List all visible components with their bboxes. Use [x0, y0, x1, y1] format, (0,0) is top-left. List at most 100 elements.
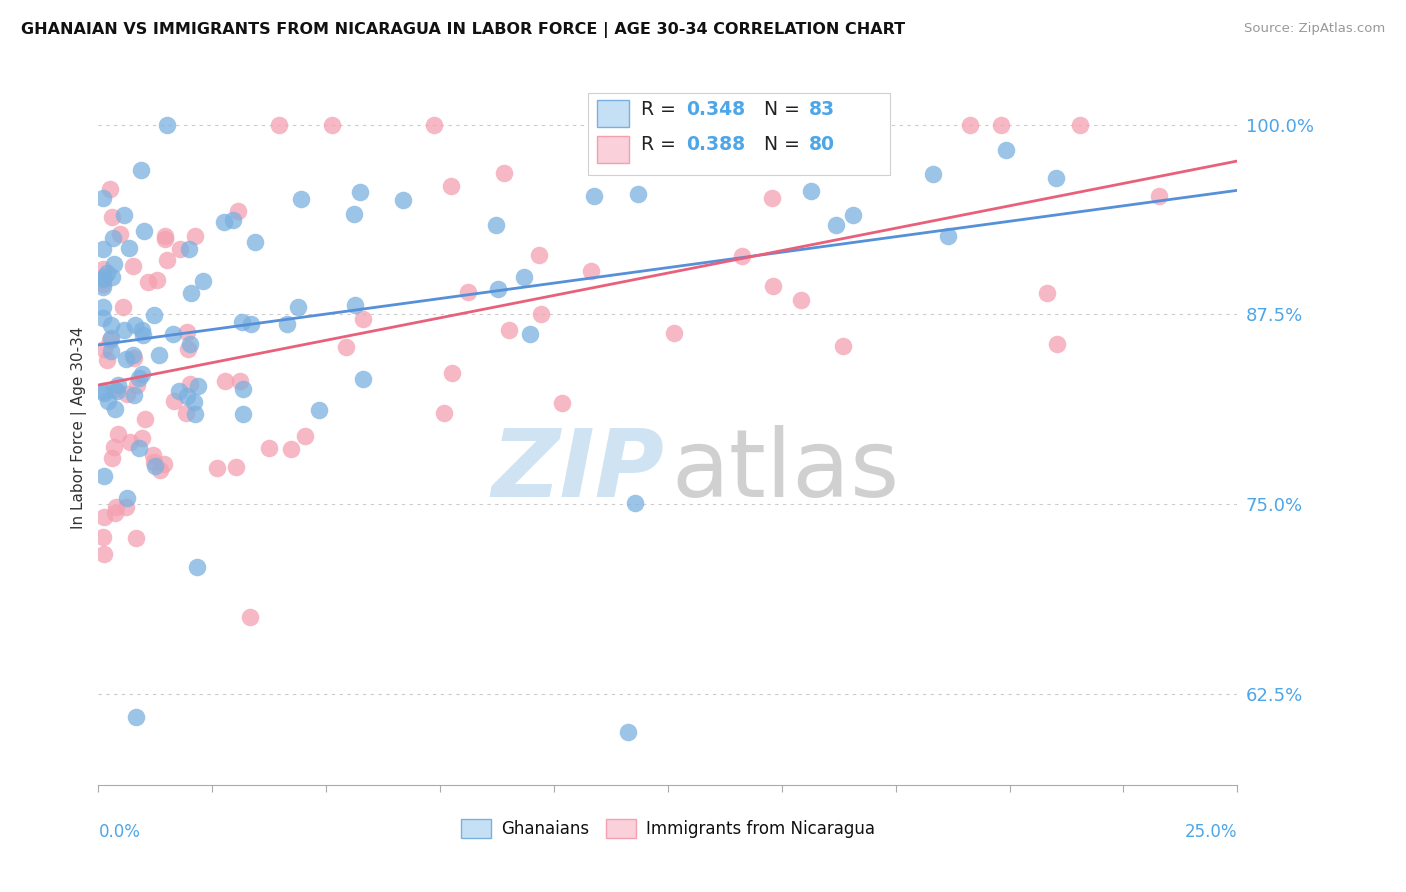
Point: [240, 317, 263, 331]
Point: [280, 442, 302, 456]
Point: [257, 441, 280, 455]
Point: [91, 262, 114, 277]
Point: [1069, 118, 1091, 132]
Point: [93, 269, 115, 284]
Text: 0.0%: 0.0%: [98, 823, 141, 841]
Point: [143, 459, 166, 474]
Point: [128, 441, 150, 455]
Point: [100, 331, 122, 345]
Point: [118, 241, 141, 255]
Point: [187, 379, 209, 393]
Point: [121, 259, 143, 273]
Point: [153, 228, 176, 243]
Point: [551, 395, 574, 409]
Point: [936, 228, 959, 243]
Point: [125, 378, 148, 392]
Point: [790, 293, 813, 308]
Point: [513, 270, 536, 285]
Point: [93, 509, 115, 524]
Point: [131, 368, 153, 382]
Point: [343, 207, 366, 221]
Point: [184, 228, 207, 243]
FancyBboxPatch shape: [598, 136, 628, 162]
Point: [105, 500, 128, 514]
Point: [96, 352, 118, 367]
Point: [183, 394, 205, 409]
Point: [156, 118, 179, 132]
Point: [142, 448, 165, 462]
Point: [91, 242, 114, 256]
Point: [226, 204, 249, 219]
Point: [994, 143, 1017, 157]
Point: [664, 326, 686, 340]
Point: [103, 382, 125, 396]
Text: atlas: atlas: [671, 425, 900, 517]
Point: [232, 407, 254, 421]
Point: [146, 272, 169, 286]
Point: [990, 118, 1012, 132]
Point: [440, 366, 463, 380]
Point: [344, 298, 367, 312]
Point: [143, 308, 166, 322]
Point: [231, 314, 253, 328]
Point: [308, 403, 330, 417]
Point: [183, 407, 205, 421]
Point: [101, 230, 124, 244]
Point: [180, 285, 202, 300]
Point: [107, 427, 129, 442]
Point: [222, 213, 245, 227]
Point: [97, 394, 120, 409]
Point: [205, 460, 228, 475]
Text: 0.348: 0.348: [686, 101, 745, 120]
Text: Source: ZipAtlas.com: Source: ZipAtlas.com: [1244, 22, 1385, 36]
Point: [617, 724, 640, 739]
Point: [392, 193, 415, 207]
Point: [122, 388, 145, 402]
Point: [104, 402, 127, 417]
FancyBboxPatch shape: [598, 100, 628, 127]
Text: R =: R =: [641, 135, 682, 153]
Point: [335, 340, 357, 354]
Point: [93, 468, 115, 483]
Point: [125, 531, 148, 545]
Point: [176, 326, 198, 340]
Point: [136, 275, 159, 289]
Point: [91, 300, 114, 314]
Point: [831, 338, 853, 352]
Point: [156, 252, 179, 267]
Point: [457, 285, 479, 300]
Point: [100, 318, 122, 333]
Point: [103, 506, 125, 520]
Point: [108, 227, 131, 242]
Point: [91, 192, 114, 206]
Point: [169, 243, 191, 257]
Point: [107, 377, 129, 392]
Point: [321, 118, 343, 132]
Point: [243, 235, 266, 250]
Point: [290, 192, 312, 206]
Point: [423, 118, 446, 132]
Point: [239, 610, 262, 624]
Point: [128, 371, 150, 385]
Point: [131, 322, 153, 336]
Point: [287, 301, 309, 315]
Point: [232, 382, 254, 396]
Point: [1045, 336, 1067, 351]
Point: [120, 435, 142, 450]
Point: [91, 530, 114, 544]
Point: [225, 460, 247, 475]
Point: [101, 269, 124, 284]
Point: [176, 389, 198, 403]
Point: [627, 187, 650, 202]
Point: [132, 224, 155, 238]
Point: [527, 248, 550, 262]
Text: 83: 83: [808, 101, 835, 120]
Point: [131, 328, 153, 343]
Point: [498, 323, 520, 337]
Point: [101, 450, 124, 465]
Point: [959, 118, 981, 132]
Point: [1036, 285, 1059, 300]
Point: [841, 208, 863, 222]
Text: R =: R =: [641, 101, 682, 120]
Point: [124, 318, 146, 332]
